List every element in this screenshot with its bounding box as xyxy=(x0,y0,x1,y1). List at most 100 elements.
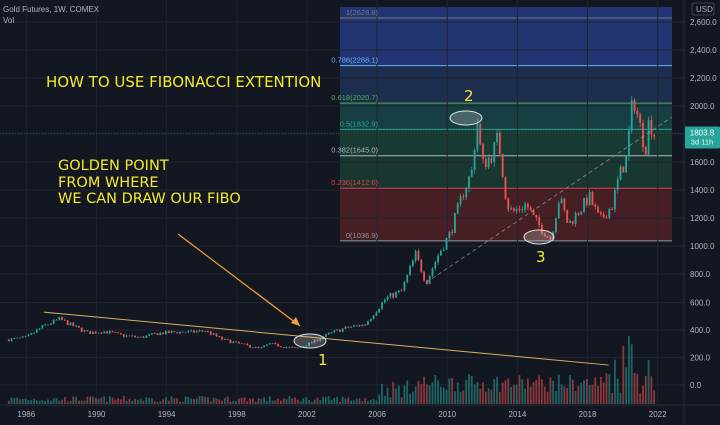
candle-body-165 xyxy=(470,170,473,177)
candle-body-224 xyxy=(636,110,639,115)
volume-bar-8 xyxy=(30,400,33,404)
peak-ellipse xyxy=(449,110,483,126)
candle-body-116 xyxy=(333,330,336,333)
candle-body-144 xyxy=(411,260,414,267)
volume-bar-200 xyxy=(569,375,571,404)
volume-bar-219 xyxy=(622,345,625,404)
volume-bar-160 xyxy=(456,382,459,404)
volume-bar-108 xyxy=(310,401,313,404)
fib-label-3: 0.5(1832.9) xyxy=(340,119,379,128)
price-tick-1: 2,600.0 xyxy=(690,18,717,27)
price-tick-8: 1200.0 xyxy=(690,214,715,223)
candle-body-55 xyxy=(162,332,165,335)
volume-bar-222 xyxy=(630,344,633,404)
symbol-title[interactable]: Gold Futures, 1W, COMEX xyxy=(3,5,100,14)
candle-body-156 xyxy=(445,237,448,250)
candle-body-222 xyxy=(630,100,633,131)
candle-body-64 xyxy=(187,331,190,333)
candle-body-198 xyxy=(563,198,566,211)
candle-body-16 xyxy=(52,319,55,324)
volume-bar-211 xyxy=(599,377,602,404)
volume-bar-159 xyxy=(454,391,456,404)
time-tick-3: 1998 xyxy=(228,410,246,419)
volume-bar-36 xyxy=(108,396,111,404)
price-axis[interactable]: USD2,800.02,600.02,400.02,200.02000.0180… xyxy=(690,0,717,390)
volume-bar-107 xyxy=(308,400,310,404)
volume-bar-157 xyxy=(448,378,451,404)
volume-bar-195 xyxy=(555,391,557,404)
candle-body-107 xyxy=(308,342,310,346)
price-tick-10: 800.0 xyxy=(690,270,711,279)
volume-bar-205 xyxy=(583,380,585,404)
volume-bar-227 xyxy=(644,376,647,404)
time-tick-6: 2010 xyxy=(438,410,456,419)
candle-body-209 xyxy=(594,204,597,207)
candle-body-62 xyxy=(181,331,184,333)
candle-body-10 xyxy=(35,329,38,333)
volume-bar-75 xyxy=(218,399,221,404)
volume-bar-171 xyxy=(487,388,490,404)
volume-bar-112 xyxy=(322,396,324,404)
fib-label-1: 0.786(2288.1) xyxy=(331,56,378,65)
candle-body-80 xyxy=(232,341,235,344)
candle-body-159 xyxy=(454,213,456,233)
fib-label-4: 0.382(1645.0) xyxy=(331,146,378,155)
price-tick-4: 2000.0 xyxy=(690,102,715,111)
candle-body-26 xyxy=(80,327,83,332)
volume-bar-168 xyxy=(479,388,482,404)
candle-body-208 xyxy=(591,192,594,205)
volume-bar-41 xyxy=(122,396,125,404)
price-tick-13: 200.0 xyxy=(690,354,711,363)
volume-bar-120 xyxy=(344,398,347,404)
candle-body-3 xyxy=(16,337,19,339)
candle-body-129 xyxy=(369,318,372,322)
volume-bar-104 xyxy=(299,401,302,404)
volume-bar-127 xyxy=(364,398,367,404)
candle-body-120 xyxy=(344,326,347,329)
candle-body-30 xyxy=(92,331,94,334)
candle-body-92 xyxy=(266,344,268,346)
volume-bar-174 xyxy=(496,376,498,404)
volume-bar-90 xyxy=(260,398,263,404)
price-tick-7: 1400.0 xyxy=(690,186,715,195)
volume-bar-140 xyxy=(400,397,403,404)
candle-body-133 xyxy=(381,302,383,309)
volume-bar-161 xyxy=(459,391,462,404)
volume-bar-164 xyxy=(468,374,470,404)
candle-body-212 xyxy=(602,214,605,218)
golden-point-line-2: FROM WHERE xyxy=(58,174,159,191)
candle-body-104 xyxy=(299,346,302,348)
volume-bar-53 xyxy=(156,401,159,404)
volume-bar-162 xyxy=(462,390,465,404)
candle-body-130 xyxy=(372,315,375,319)
candle-body-106 xyxy=(305,345,308,347)
volume-bar-91 xyxy=(263,397,266,404)
fib-label-0: 1(2628.8) xyxy=(346,8,379,17)
candle-body-28 xyxy=(86,330,89,332)
candle-body-101 xyxy=(291,347,294,348)
candle-body-227 xyxy=(644,146,647,155)
time-tick-0: 1986 xyxy=(17,410,35,419)
volume-bar-74 xyxy=(215,398,218,404)
candle-body-230 xyxy=(653,134,656,137)
candle-body-161 xyxy=(459,196,462,204)
volume-bar-128 xyxy=(367,401,369,404)
candle-body-90 xyxy=(260,346,263,348)
golden-point-annotation: GOLDEN POINT FROM WHERE WE CAN DRAW OUR … xyxy=(58,158,241,208)
volume-bar-39 xyxy=(117,398,120,404)
volume-bar-18 xyxy=(58,400,61,404)
candle-body-153 xyxy=(437,255,440,263)
time-axis[interactable]: 1986 1990 1994 1998 2002 2006 2010 2014 2018 2022 xyxy=(17,410,667,419)
candle-body-66 xyxy=(193,330,195,333)
volume-bar-58 xyxy=(170,396,173,404)
volume-bar-225 xyxy=(639,393,642,404)
fib-label-2: 0.618(2020.7) xyxy=(331,93,378,102)
volume-bar-21 xyxy=(66,401,69,404)
volume-bar-64 xyxy=(187,396,190,404)
candle-body-190 xyxy=(541,225,543,234)
candle-body-135 xyxy=(386,296,389,300)
candle-body-65 xyxy=(190,330,193,332)
volume-bar-145 xyxy=(414,386,417,404)
last-price-box xyxy=(685,126,720,149)
